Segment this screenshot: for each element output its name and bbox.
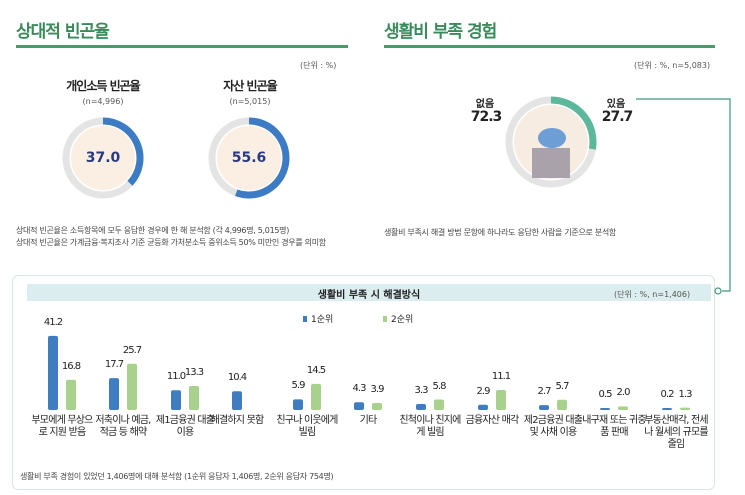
left-unit: (단위 : %) (300, 61, 337, 70)
bar-2-5 (372, 402, 382, 410)
left-note-1: 상대적 빈곤율은 소득항목에 모두 응답한 경우에 한 해 분석함 (각 4,9… (16, 226, 290, 235)
donut-arc (102, 117, 144, 186)
bar-2-7 (496, 390, 506, 410)
donut-title-income: 개인소득 빈곤율 (66, 79, 140, 93)
seat-illustration (532, 148, 570, 178)
left-note-2: 상대적 빈곤율은 가계금융·복지조사 기준 균등화 가처분소득 중위소득 50%… (16, 238, 326, 247)
no-label: 없음 (475, 99, 495, 110)
data-label-1-9: 0.5 (598, 389, 613, 400)
data-label-2-5: 3.9 (370, 383, 385, 395)
category-label: 기타 (359, 415, 378, 426)
chart-header (27, 284, 711, 301)
legend-label-2: 2순위 (391, 315, 414, 325)
bar-1-2 (171, 390, 181, 410)
legend-1: 1순위 (303, 312, 333, 325)
bar-2-10 (680, 407, 690, 410)
bar-2-1 (127, 363, 137, 410)
bar-1-1 (109, 378, 119, 410)
data-label-2-8: 5.7 (555, 380, 570, 392)
bar-1-4 (293, 399, 303, 410)
chart-note: 생활비 부족 경험이 있었던 1,406명에 대해 분석함 (1순위 응답자 1… (20, 472, 334, 481)
bar-1-7 (478, 404, 488, 410)
data-label-1-0: 41.2 (43, 316, 63, 328)
legend-swatch-1 (303, 315, 307, 322)
category-label: 제2금융권 대출 및 사채 이용 (523, 415, 583, 438)
no-value: 72.3 (470, 109, 503, 125)
bar-2-4 (311, 383, 321, 410)
category-label: 친구나 이웃에게 빌림 (276, 415, 338, 438)
right-unit: (단위 : %, n=5,083) (634, 61, 711, 70)
donut-n-asset: (n=5,015) (229, 97, 271, 106)
donut-charts (62, 96, 597, 199)
bar-2-0 (66, 379, 76, 410)
asset-illustration (217, 126, 281, 190)
chart-title: 생활비 부족 시 해결방식 (317, 290, 421, 301)
data-label-2-10: 1.3 (678, 388, 693, 400)
data-label-2-4: 14.5 (306, 364, 326, 376)
connector-dot (714, 287, 722, 295)
data-label-2-1: 25.7 (122, 344, 142, 356)
data-label-2-9: 2.0 (616, 387, 631, 399)
data-label-2-6: 5.8 (432, 380, 447, 392)
yes-value: 27.7 (601, 109, 634, 125)
bar-1-3 (232, 391, 242, 410)
person-shape (538, 128, 566, 148)
donut-title-asset: 자산 빈곤율 (223, 79, 277, 93)
bar-1-5 (354, 402, 364, 410)
bar-1-0 (48, 335, 58, 410)
data-label-1-2: 11.0 (166, 371, 186, 383)
coins-illustration (71, 126, 135, 190)
category-label: 금융자산 매각 (465, 415, 520, 426)
category-label: 친척이나 친지에게 빌림 (399, 415, 461, 438)
bar-2-9 (618, 406, 628, 410)
category-label: 해결하지 못함 (210, 415, 265, 426)
legend-swatch-2 (383, 315, 387, 322)
data-label-1-1: 17.7 (104, 359, 124, 371)
donut-value-income: 37.0 (85, 150, 121, 166)
bar-2-8 (557, 399, 567, 410)
category-label: 부동산매각, 전세나 월세의 규모를 줄임 (644, 415, 708, 450)
category-label: 내구재 또는 귀중품 판매 (582, 415, 646, 438)
bar-1-6 (416, 404, 426, 410)
donut-value-asset: 55.6 (231, 150, 267, 166)
data-label-2-0: 16.8 (61, 360, 81, 372)
donut-n-income: (n=4,996) (82, 97, 124, 106)
bar-2-2 (189, 386, 199, 410)
donut-arc (235, 117, 290, 199)
bar-1-10 (662, 408, 672, 410)
data-label-1-6: 3.3 (414, 385, 429, 397)
legend-2: 2순위 (383, 312, 413, 325)
legend-label-1: 1순위 (311, 315, 334, 325)
data-label-1-10: 0.2 (660, 389, 675, 400)
yes-label: 있음 (606, 99, 626, 110)
data-label-1-4: 5.9 (291, 380, 306, 392)
donut-arc-yes (550, 96, 597, 150)
bar-2-6 (434, 399, 444, 410)
category-label: 부모에게 무상으로 지원 받음 (31, 415, 93, 438)
bar-1-8 (539, 405, 549, 410)
right-note: 생활비 부족시 해결 방법 문항에 하나라도 응답한 사람을 기준으로 분석함 (384, 228, 616, 237)
data-label-1-3: 10.4 (227, 372, 247, 384)
right-section-title: 생활비 부족 경험 (384, 22, 497, 42)
category-label: 저축이나 예금, 적금 등 해약 (95, 415, 151, 438)
data-label-1-7: 2.9 (476, 385, 491, 397)
category-label: 제1금융권 대출 이용 (155, 415, 215, 438)
chart-box (12, 275, 715, 490)
data-label-2-2: 13.3 (184, 367, 204, 379)
data-label-1-8: 2.7 (537, 386, 552, 398)
left-divider (16, 45, 348, 48)
data-label-1-5: 4.3 (352, 383, 367, 395)
left-section-title: 상대적 빈곤율 (16, 22, 110, 42)
right-divider (384, 45, 715, 48)
chart-unit: (단위 : %, n=1,406) (614, 290, 691, 299)
bar-1-9 (600, 408, 610, 410)
data-label-2-7: 11.1 (491, 371, 511, 383)
